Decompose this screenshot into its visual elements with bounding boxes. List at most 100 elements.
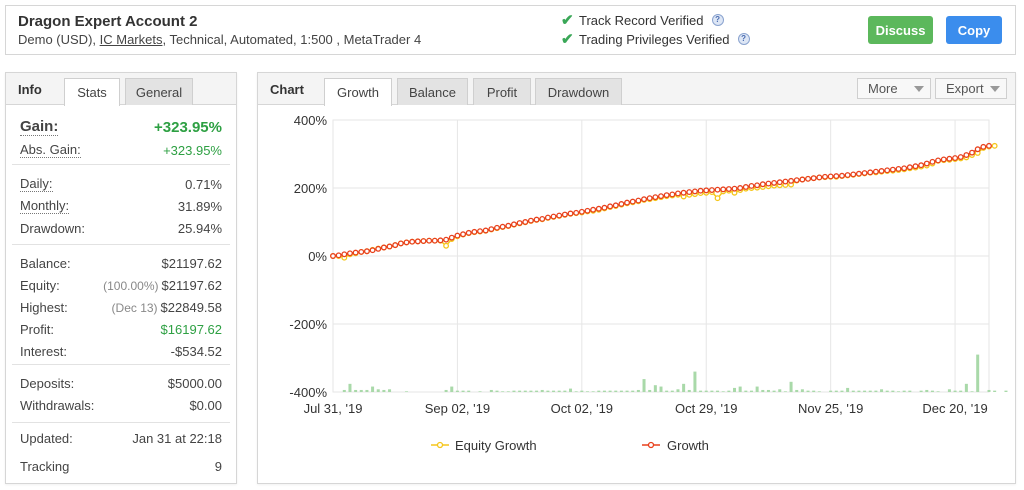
daily-bar <box>964 383 968 392</box>
export-dropdown[interactable]: Export <box>935 78 1007 99</box>
deposits-row: Deposits: $5000.00 <box>20 374 222 392</box>
growth-point <box>448 234 455 241</box>
daily-bar <box>602 390 606 392</box>
chart-tabbar: Chart Growth Balance Profit Drawdown Mor… <box>258 73 1015 106</box>
daily-bar <box>687 389 691 392</box>
broker-link[interactable]: IC Markets <box>99 32 163 47</box>
tab-growth[interactable]: Growth <box>324 78 392 106</box>
daily-bar <box>619 390 623 392</box>
daily-bar <box>405 391 409 392</box>
daily-bar <box>987 389 991 392</box>
tracking-value: 9 <box>214 458 222 474</box>
daily-bar <box>738 386 742 392</box>
daily-bar <box>659 386 663 392</box>
x-tick-label: Nov 25, '19 <box>798 401 863 416</box>
growth-point <box>697 187 704 194</box>
balance-group: Balance: $21197.62 Equity: (100.00%) $211… <box>12 245 230 365</box>
monthly-row: Monthly: 31.89% <box>20 197 222 215</box>
daily-bar <box>834 390 838 392</box>
help-icon[interactable]: ? <box>737 33 750 45</box>
daily-bar <box>1004 390 1008 392</box>
daily-bar <box>908 390 912 392</box>
daily-bar <box>636 389 640 392</box>
daily-bar <box>778 389 782 392</box>
daily-bar <box>529 390 533 392</box>
withdrawals-label: Withdrawals: <box>20 397 95 413</box>
daily-bar <box>614 390 618 392</box>
growth-point <box>884 167 891 174</box>
legend-equity-swatch <box>436 441 444 449</box>
updated-value: Jan 31 at 22:18 <box>132 430 222 446</box>
daily-bar <box>359 389 363 392</box>
daily-bar <box>755 386 759 392</box>
growth-point <box>901 165 908 172</box>
interest-value: -$534.52 <box>170 343 222 359</box>
discuss-button[interactable]: Discuss <box>868 16 933 44</box>
tab-profit[interactable]: Profit <box>473 78 531 105</box>
growth-point <box>471 228 478 235</box>
daily-bar <box>891 390 895 392</box>
growth-point <box>590 206 597 213</box>
tab-balance[interactable]: Balance <box>397 78 468 105</box>
y-tick-label: 0% <box>308 249 327 264</box>
growth-point <box>556 212 563 219</box>
growth-point <box>516 220 523 226</box>
daily-bar <box>716 390 720 392</box>
monthly-value: 31.89% <box>177 198 222 214</box>
y-tick-label: -200% <box>289 317 327 332</box>
growth-point <box>550 213 557 220</box>
legend-equity-label: Equity Growth <box>455 438 537 453</box>
growth-point <box>788 177 795 184</box>
profit-label: Profit: <box>20 321 54 337</box>
balance-label: Balance: <box>20 255 71 271</box>
profit-row: Profit: $16197.62 <box>20 320 222 338</box>
tab-general[interactable]: General <box>125 78 193 105</box>
growth-point <box>720 186 727 193</box>
withdrawals-row: Withdrawals: $0.00 <box>20 396 222 414</box>
equity-value: $21197.62 <box>161 277 223 293</box>
daily-bar <box>733 387 737 392</box>
deposits-label: Deposits: <box>20 375 75 391</box>
tab-drawdown[interactable]: Drawdown <box>535 78 622 105</box>
daily-bar <box>812 390 816 392</box>
growth-point <box>646 195 653 202</box>
x-tick-label: Jul 31, '19 <box>304 401 363 416</box>
withdrawals-value: $0.00 <box>189 397 222 413</box>
check-icon: ✔ <box>561 12 574 29</box>
daily-bar <box>546 390 550 392</box>
tab-stats[interactable]: Stats <box>64 78 120 106</box>
interest-row: Interest: -$534.52 <box>20 342 222 360</box>
y-tick-label: -400% <box>289 385 327 400</box>
growth-point <box>482 227 489 234</box>
drawdown-row: Drawdown: 25.94% <box>20 219 222 237</box>
growth-point <box>759 181 766 188</box>
daily-bar <box>840 390 844 392</box>
daily-bar <box>591 391 595 392</box>
x-tick-label: Sep 02, '19 <box>425 401 490 416</box>
daily-bar <box>970 391 974 392</box>
daily-bar <box>947 389 951 392</box>
growth-point <box>527 217 534 224</box>
daily-bar <box>608 390 612 392</box>
daily-bar <box>625 390 629 392</box>
daily-bar <box>631 390 635 392</box>
copy-button[interactable]: Copy <box>946 16 1002 44</box>
growth-point <box>335 252 342 259</box>
growth-point <box>511 221 517 228</box>
daily-bar <box>710 390 714 392</box>
help-icon[interactable]: ? <box>711 14 724 26</box>
daily-bar <box>665 390 669 392</box>
daily-bar <box>930 390 934 392</box>
daily-bar <box>806 390 810 392</box>
growth-point <box>494 224 500 231</box>
growth-point <box>578 208 585 215</box>
gain-value: +323.95% <box>154 118 222 136</box>
y-tick-label: 400% <box>294 113 328 128</box>
daily-bar <box>518 390 522 392</box>
daily-bar <box>789 381 793 392</box>
more-dropdown[interactable]: More <box>857 78 931 99</box>
daily-bar <box>800 389 804 392</box>
info-tabbar: Info Stats General <box>6 73 236 106</box>
growth-point <box>850 171 857 178</box>
daily-bar <box>376 389 380 392</box>
